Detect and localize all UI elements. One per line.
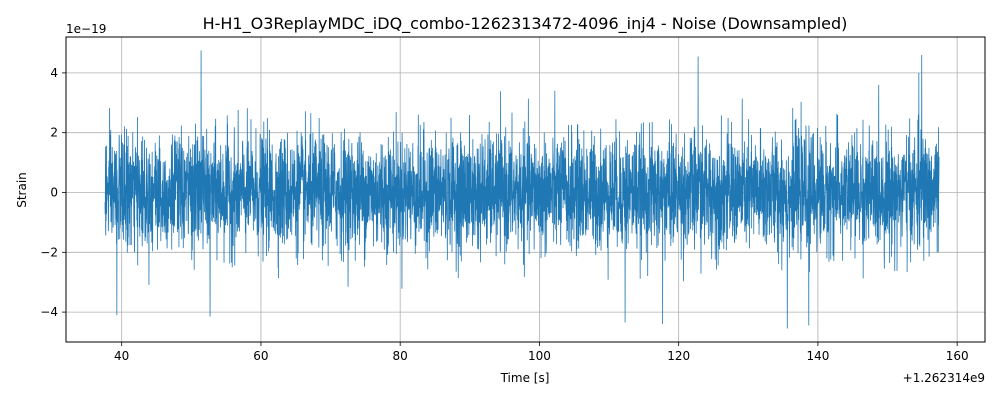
x-tick-label: 80 — [393, 349, 408, 363]
x-tick-label: 60 — [253, 349, 268, 363]
plot-frame — [65, 36, 986, 343]
x-axis-label: Time [s] — [500, 371, 550, 385]
y-axis-label: Strain — [15, 172, 29, 208]
x-tick-label: 100 — [528, 349, 551, 363]
x-tick-label: 160 — [946, 349, 969, 363]
y-tick-label: 0 — [50, 185, 58, 199]
x-offset-label: +1.262314e9 — [903, 371, 985, 385]
series-line-noise — [104, 50, 940, 329]
ticks-layer: 40 60 80 100 120 140 160 −4 −2 0 2 4 — [40, 66, 968, 363]
x-tick-label: 40 — [114, 349, 129, 363]
chart-title: H-H1_O3ReplayMDC_iDQ_combo-1262313472-40… — [203, 14, 848, 34]
y-scale-label: 1e−19 — [66, 22, 106, 36]
x-tick-label: 140 — [806, 349, 829, 363]
y-tick-label: 2 — [50, 126, 58, 140]
y-tick-label: −4 — [40, 305, 58, 319]
y-tick-label: −2 — [40, 245, 58, 259]
x-tick-label: 120 — [667, 349, 690, 363]
y-tick-label: 4 — [50, 66, 58, 80]
